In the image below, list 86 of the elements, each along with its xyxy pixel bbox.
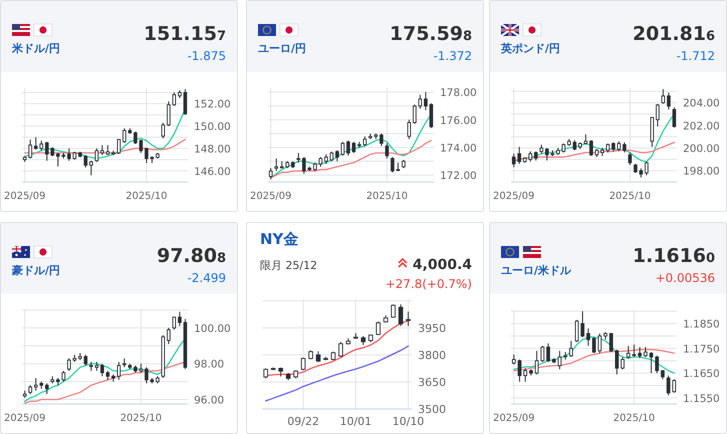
- candlestick: [580, 310, 584, 338]
- y-tick-label: 172.00: [440, 170, 477, 182]
- candlestick: [517, 146, 522, 164]
- y-tick-label: 1.1650: [683, 368, 720, 380]
- x-tick-label: 2025/09: [4, 191, 46, 202]
- text: 4,000.4: [412, 257, 472, 273]
- chart-subtitle: 限月 25/12: [260, 259, 318, 272]
- candlestick: [406, 311, 411, 327]
- candlestick: [172, 92, 176, 106]
- y-tick-label: 204.00: [683, 98, 720, 110]
- y-tick-label: 96.00: [194, 394, 224, 407]
- x-tick-label: 10/10: [392, 415, 424, 428]
- x-tick-label: 2025/10: [126, 191, 168, 202]
- y-tick-label: 148.00: [194, 143, 231, 156]
- line-series: [270, 114, 432, 178]
- text: 175.598: [390, 23, 472, 45]
- text: -1.372: [433, 49, 472, 63]
- y-tick-label: 3650: [418, 376, 446, 389]
- y-tick-label: 100.00: [194, 322, 231, 335]
- candlestick: [34, 136, 38, 150]
- candlestick: [650, 116, 654, 148]
- y-tick-label: 202.00: [683, 120, 720, 132]
- text: 151.157: [144, 23, 226, 45]
- x-tick-label: 2025/09: [492, 191, 535, 202]
- y-tick-label: 176.00: [440, 114, 477, 127]
- candlestick: [534, 350, 539, 375]
- candlestick: [45, 382, 49, 395]
- y-tick-label: 146.00: [194, 166, 231, 178]
- text: +27.8(+0.7%): [385, 277, 472, 291]
- candlestick: [45, 141, 49, 162]
- candlestick: [335, 150, 339, 162]
- candlestick: [89, 160, 93, 176]
- y-tick-label: 200.00: [683, 143, 720, 156]
- x-tick-label: 2025/10: [613, 413, 655, 424]
- chart-title: 米ドル/円: [11, 42, 60, 55]
- chart-title: ユーロ/米ドル: [501, 264, 572, 277]
- candlestick: [106, 144, 110, 156]
- candlestick: [40, 381, 44, 390]
- candlestick: [424, 92, 428, 111]
- line-series: [24, 338, 186, 402]
- x-tick-label: 10/01: [340, 415, 372, 428]
- y-tick-label: 3500: [418, 403, 446, 416]
- y-tick-label: 152.00: [194, 98, 231, 111]
- y-tick-label: 150.00: [194, 121, 231, 134]
- x-tick-label: 2025/09: [250, 191, 292, 202]
- text: -1.712: [676, 49, 715, 63]
- text: 1.16160: [632, 245, 715, 267]
- x-tick-label: 2025/10: [120, 413, 162, 424]
- candlestick: [632, 344, 636, 358]
- x-tick-label: 2025/10: [366, 191, 408, 202]
- x-tick-label: 2025/10: [609, 191, 651, 202]
- candlestick: [84, 154, 88, 168]
- y-tick-label: 1.1750: [683, 343, 720, 356]
- chart-title: 豪ドル/円: [11, 264, 60, 277]
- y-tick-label: 198.00: [683, 166, 720, 178]
- y-tick-label: 178.00: [440, 87, 477, 100]
- chart-title: 英ポンド/円: [500, 42, 560, 55]
- text: +0.00536: [655, 271, 715, 285]
- text: 97.808: [156, 245, 226, 267]
- chart-title: NY金: [260, 230, 298, 248]
- candlestick: [661, 88, 665, 104]
- x-tick-label: 2025/09: [4, 413, 46, 424]
- line-series: [265, 345, 409, 402]
- text: 201.816: [632, 23, 715, 45]
- y-tick-label: 1.1550: [683, 392, 720, 405]
- candlestick: [558, 350, 562, 370]
- candlestick: [360, 335, 366, 346]
- x-tick-label: 09/22: [287, 415, 320, 428]
- chart-title: ユーロ/円: [258, 42, 306, 55]
- line-series: [24, 361, 186, 404]
- candlestick: [660, 370, 665, 380]
- text: -1.875: [187, 49, 226, 63]
- y-tick-label: 98.00: [194, 358, 224, 371]
- candlestick: [34, 378, 38, 392]
- y-tick-label: 1.1850: [683, 318, 720, 331]
- line-series: [270, 140, 432, 178]
- candlestick: [586, 328, 590, 346]
- text: -2.499: [187, 271, 226, 285]
- candlestick: [274, 158, 278, 172]
- y-tick-label: 174.00: [440, 142, 477, 154]
- candlestick: [649, 352, 654, 374]
- x-tick-label: 2025/09: [493, 413, 535, 424]
- candlestick: [94, 361, 99, 372]
- candlestick: [117, 361, 121, 380]
- y-tick-label: 3800: [418, 348, 446, 362]
- y-tick-label: 3950: [418, 322, 446, 335]
